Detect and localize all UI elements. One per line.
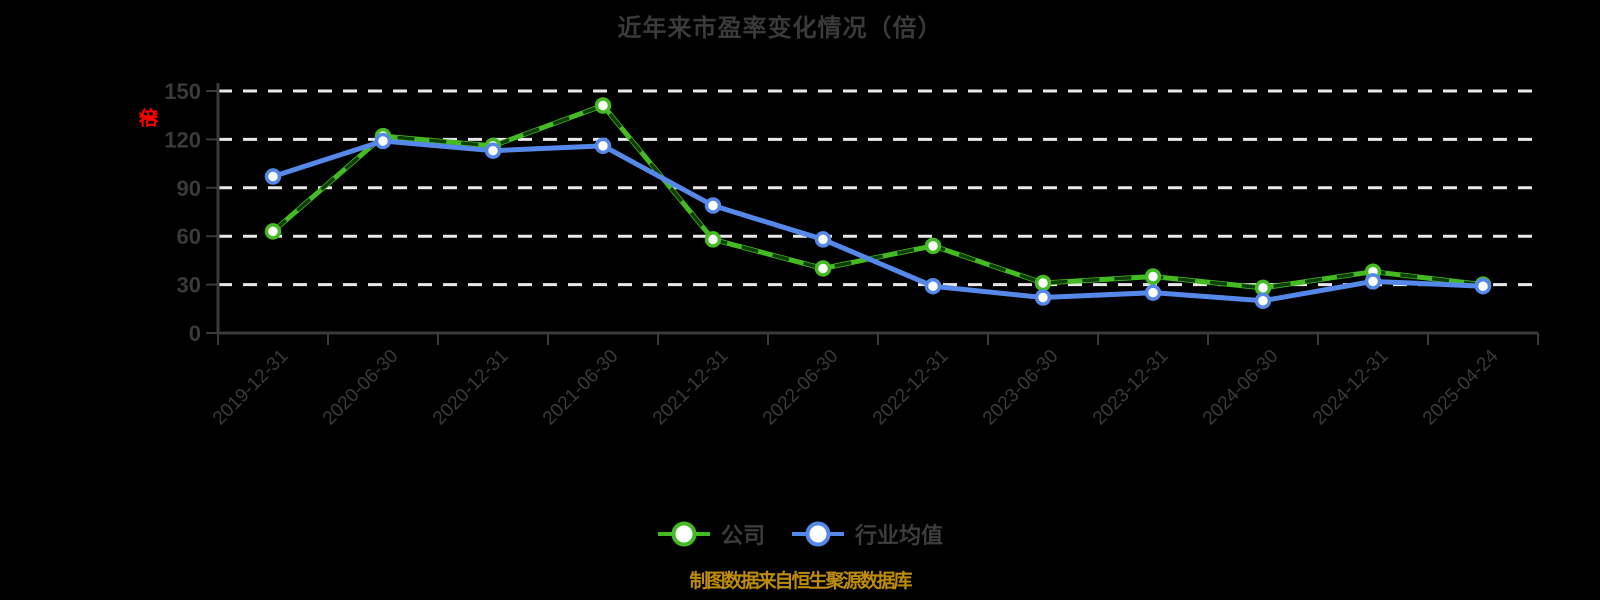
data-point-公司-2023-06-30[interactable] [1034,274,1052,292]
x-axis-label-2022-06-30: 2022-06-30 [759,346,843,430]
y-axis-label-90: 90 [177,176,201,201]
data-point-公司-2022-06-30[interactable] [814,260,832,277]
chart-title: 近年来市盈率变化情况（倍） [617,15,943,42]
legend-label-company: 公司 [720,523,765,548]
x-axis-label-2021-12-31: 2021-12-31 [649,346,733,430]
x-axis-label-2021-06-30: 2021-06-30 [539,346,623,430]
series-line-overlay-公司 [271,103,1484,290]
data-point-行业均值-2023-12-31[interactable] [1144,284,1162,301]
data-point-公司-2019-12-31[interactable] [264,223,282,240]
x-axis-label-2023-06-30: 2023-06-30 [979,346,1063,430]
y-axis-label-60: 60 [177,224,201,249]
data-point-公司-2024-06-30[interactable] [1254,279,1272,297]
legend-circle [805,521,831,547]
y-axis-label-30: 30 [177,273,201,298]
data-point-行业均值-2023-06-30[interactable] [1034,289,1052,306]
y-axis-unit-label: （倍） [136,104,157,116]
y-axis-label-150: 150 [164,79,201,104]
y-axis-label-0: 0 [189,321,201,346]
x-axis-label-2024-06-30: 2024-06-30 [1199,346,1283,430]
x-axis-label-2024-12-31: 2024-12-31 [1309,346,1393,430]
x-axis-label-2023-12-31: 2023-12-31 [1089,346,1173,430]
data-point-公司-2021-12-31[interactable] [704,231,722,248]
data-point-行业均值-2024-12-31[interactable] [1364,273,1382,290]
data-point-行业均值-2020-12-31[interactable] [484,142,502,159]
data-point-公司-2023-12-31[interactable] [1144,268,1162,285]
y-axis-label-120: 120 [164,127,201,152]
data-point-行业均值-2019-12-31[interactable] [264,168,282,185]
legend-item-industry[interactable]: 行业均值 [791,518,943,550]
data-point-行业均值-2022-12-31[interactable] [924,277,942,295]
legend-circle [671,521,697,547]
data-point-公司-2021-06-30[interactable] [594,97,612,114]
x-axis-label-2020-06-30: 2020-06-30 [319,346,403,430]
chart-legend: 公司 行业均值 [0,518,1600,550]
data-point-行业均值-2024-06-30[interactable] [1254,292,1272,309]
legend-item-company[interactable]: 公司 [657,518,765,550]
data-point-行业均值-2025-04-24[interactable] [1474,277,1492,295]
data-point-行业均值-2021-06-30[interactable] [594,137,612,155]
legend-label-industry: 行业均值 [855,523,944,548]
data-point-行业均值-2022-06-30[interactable] [814,231,832,248]
x-axis-label-2025-04-24: 2025-04-24 [1419,345,1503,429]
x-axis-label-2019-12-31: 2019-12-31 [209,346,293,430]
data-point-公司-2022-12-31[interactable] [924,237,942,255]
data-source-footer: 制图数据来自恒生聚源数据库 [689,571,912,592]
industry-legend-marker-icon [792,521,844,547]
x-axis-label-2022-12-31: 2022-12-31 [869,346,953,430]
x-axis-label-2020-12-31: 2020-12-31 [429,346,513,430]
series-line-行业均值 [270,138,1486,304]
data-point-行业均值-2020-06-30[interactable] [374,132,392,150]
company-legend-marker-icon [657,521,710,547]
data-point-行业均值-2021-12-31[interactable] [704,197,722,214]
